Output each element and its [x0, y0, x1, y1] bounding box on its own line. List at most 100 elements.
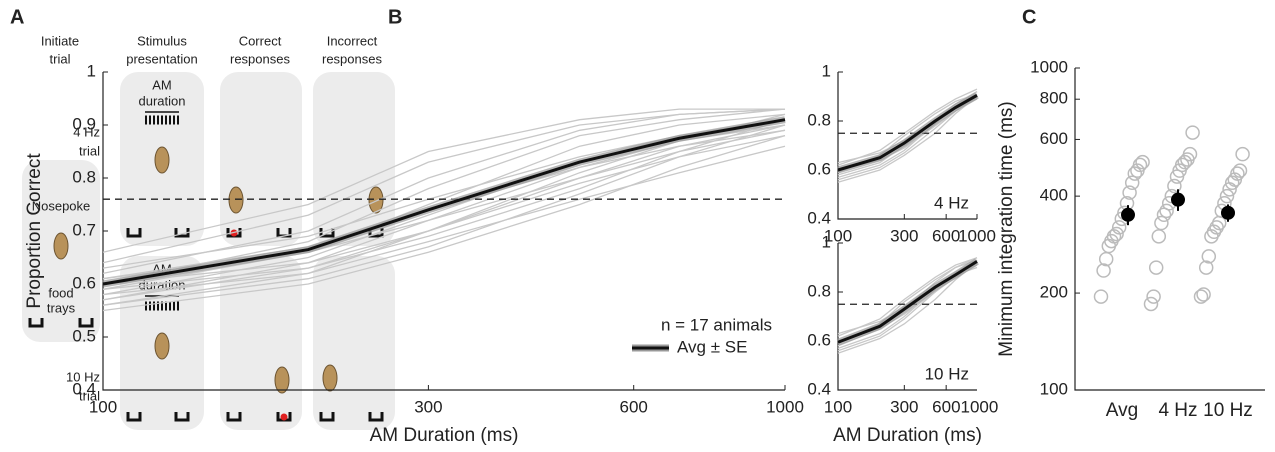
- legend-label: Avg ± SE: [677, 337, 747, 356]
- individual-point: [1148, 260, 1164, 275]
- panel-label: C: [1022, 6, 1036, 28]
- individual-point: [1174, 157, 1190, 173]
- individual-point: [1185, 125, 1200, 140]
- am-stimulus: [145, 115, 179, 311]
- y-tick-label: 0.4: [72, 379, 96, 398]
- individual-point: [1127, 166, 1143, 181]
- rat: [53, 232, 69, 260]
- individual-curve: [837, 262, 978, 354]
- individual-point: [1154, 215, 1169, 231]
- individual-curve: [102, 108, 786, 264]
- row-label: trial: [79, 388, 100, 403]
- y-tick-label: 0.7: [72, 220, 96, 239]
- column-title: presentation: [126, 51, 198, 66]
- x-tick-label: 600: [620, 397, 648, 416]
- annotation: n = 17 animals: [661, 315, 772, 334]
- x-tick-label: 300: [890, 397, 918, 416]
- trays-label: food: [48, 285, 73, 300]
- individual-point: [1124, 175, 1140, 191]
- individual-point: [1151, 229, 1167, 244]
- column-title: Stimulus: [137, 33, 187, 48]
- column-title: responses: [322, 51, 382, 66]
- individual-curve: [102, 108, 786, 285]
- y-tick-label: 1: [822, 232, 831, 251]
- individual-point: [1135, 154, 1150, 170]
- individual-curve: [102, 108, 786, 275]
- individual-point: [1167, 178, 1182, 194]
- y-axis-label: Minimum integration time (ms): [996, 101, 1017, 357]
- x-axis-label: AM Duration (ms): [370, 425, 519, 446]
- y-tick-label: 0.8: [807, 110, 831, 129]
- x-tick-label: 4 Hz: [1158, 400, 1197, 421]
- tray: [28, 318, 94, 328]
- individual-point: [1111, 220, 1127, 235]
- individual-point: [1159, 203, 1174, 219]
- individual-point: [1182, 146, 1198, 162]
- y-tick-label: 0.5: [72, 326, 96, 345]
- se-band: [102, 116, 786, 288]
- mean-point: [1171, 192, 1185, 207]
- y-tick-label: 800: [1040, 89, 1068, 108]
- y-tick-label: 0.8: [807, 281, 831, 300]
- individual-point: [1196, 287, 1211, 302]
- average-curve: [837, 260, 978, 344]
- arena: [220, 256, 302, 430]
- mean-point: [1121, 207, 1135, 222]
- individual-curve: [102, 119, 786, 269]
- y-tick-label: 200: [1040, 283, 1068, 302]
- stimulus-label: duration: [139, 93, 186, 108]
- reward: [280, 413, 288, 421]
- column-title: responses: [230, 51, 290, 66]
- y-tick-label: 0.4: [807, 208, 831, 227]
- y-tick-label: 100: [1040, 379, 1068, 398]
- y-tick-label: 0.6: [807, 159, 831, 178]
- individual-curve: [837, 257, 978, 337]
- individual-curve: [102, 108, 785, 253]
- individual-curve: [837, 95, 978, 183]
- stimulus-label: AM: [152, 77, 172, 92]
- mean-point: [1221, 205, 1235, 220]
- individual-point: [1201, 249, 1217, 264]
- individual-curve: [102, 119, 786, 290]
- average-curve: [837, 93, 978, 172]
- arena: [313, 256, 395, 430]
- x-tick-label: 300: [414, 397, 442, 416]
- individual-point: [1146, 289, 1161, 304]
- individual-curve: [102, 145, 786, 296]
- row-label: trial: [79, 143, 100, 158]
- trays-label: trays: [47, 300, 76, 315]
- panel-label: A: [10, 6, 24, 28]
- x-tick-label: 100: [824, 226, 852, 245]
- row-label: 4 Hz: [73, 124, 100, 139]
- panel-a: A Initiate trial Stimulus presentation C…: [10, 6, 395, 430]
- y-tick-label: 0.9: [72, 114, 96, 133]
- individual-curve: [102, 124, 786, 301]
- average-curve: [102, 118, 786, 286]
- panel-label: B: [388, 6, 402, 28]
- x-tick-label: 100: [824, 397, 852, 416]
- y-tick-label: 0.6: [72, 273, 96, 292]
- x-tick-label: 600: [932, 226, 960, 245]
- individual-curve: [837, 88, 978, 166]
- individual-point: [1098, 251, 1114, 267]
- annotation: 4 Hz: [934, 193, 969, 212]
- individual-point: [1219, 188, 1235, 204]
- rats: [154, 146, 384, 394]
- individual-point: [1096, 263, 1111, 278]
- x-tick-label: 1000: [766, 397, 804, 416]
- column-title: Incorrect: [327, 33, 378, 48]
- x-tick-label: 100: [89, 397, 117, 416]
- column-title: Correct: [239, 33, 282, 48]
- individual-curve: [102, 134, 786, 285]
- x-tick-label: 10 Hz: [1203, 400, 1253, 421]
- individual-point: [1230, 166, 1245, 181]
- individual-point: [1232, 163, 1248, 178]
- individual-point: [1198, 260, 1214, 275]
- y-tick-label: 400: [1040, 186, 1068, 205]
- x-tick-label: Avg: [1106, 400, 1138, 421]
- individual-point: [1143, 296, 1159, 312]
- individual-point: [1122, 185, 1137, 200]
- y-tick-label: 0.6: [807, 330, 831, 349]
- individual-point: [1177, 154, 1193, 170]
